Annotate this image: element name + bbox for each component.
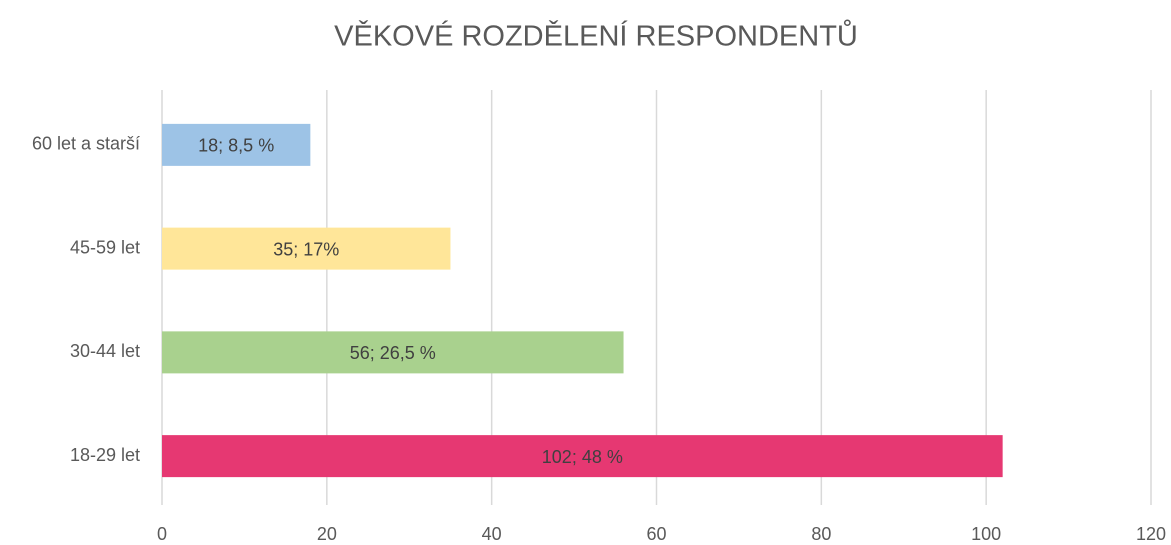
x-tick-label: 0 (157, 524, 167, 544)
x-tick-label: 80 (811, 524, 831, 544)
value-label: 18; 8,5 % (198, 136, 274, 156)
x-tick-label: 120 (1136, 524, 1166, 544)
x-tick-label: 100 (971, 524, 1001, 544)
bar (162, 331, 624, 374)
bar (162, 435, 1003, 478)
y-tick-label: 30-44 let (70, 341, 140, 361)
chart-title: VĚKOVÉ ROZDĚLENÍ RESPONDENTŮ (334, 19, 858, 53)
y-tick-label: 18-29 let (70, 445, 140, 465)
y-tick-label: 45-59 let (70, 237, 140, 257)
x-tick-label: 40 (482, 524, 502, 544)
value-label: 35; 17% (273, 239, 339, 259)
value-label: 56; 26,5 % (350, 343, 436, 363)
y-tick-label: 60 let a starší (32, 134, 140, 154)
value-label: 102; 48 % (542, 447, 623, 467)
bar (162, 227, 451, 270)
bar (162, 123, 311, 166)
x-tick-label: 20 (317, 524, 337, 544)
x-tick-label: 60 (646, 524, 666, 544)
